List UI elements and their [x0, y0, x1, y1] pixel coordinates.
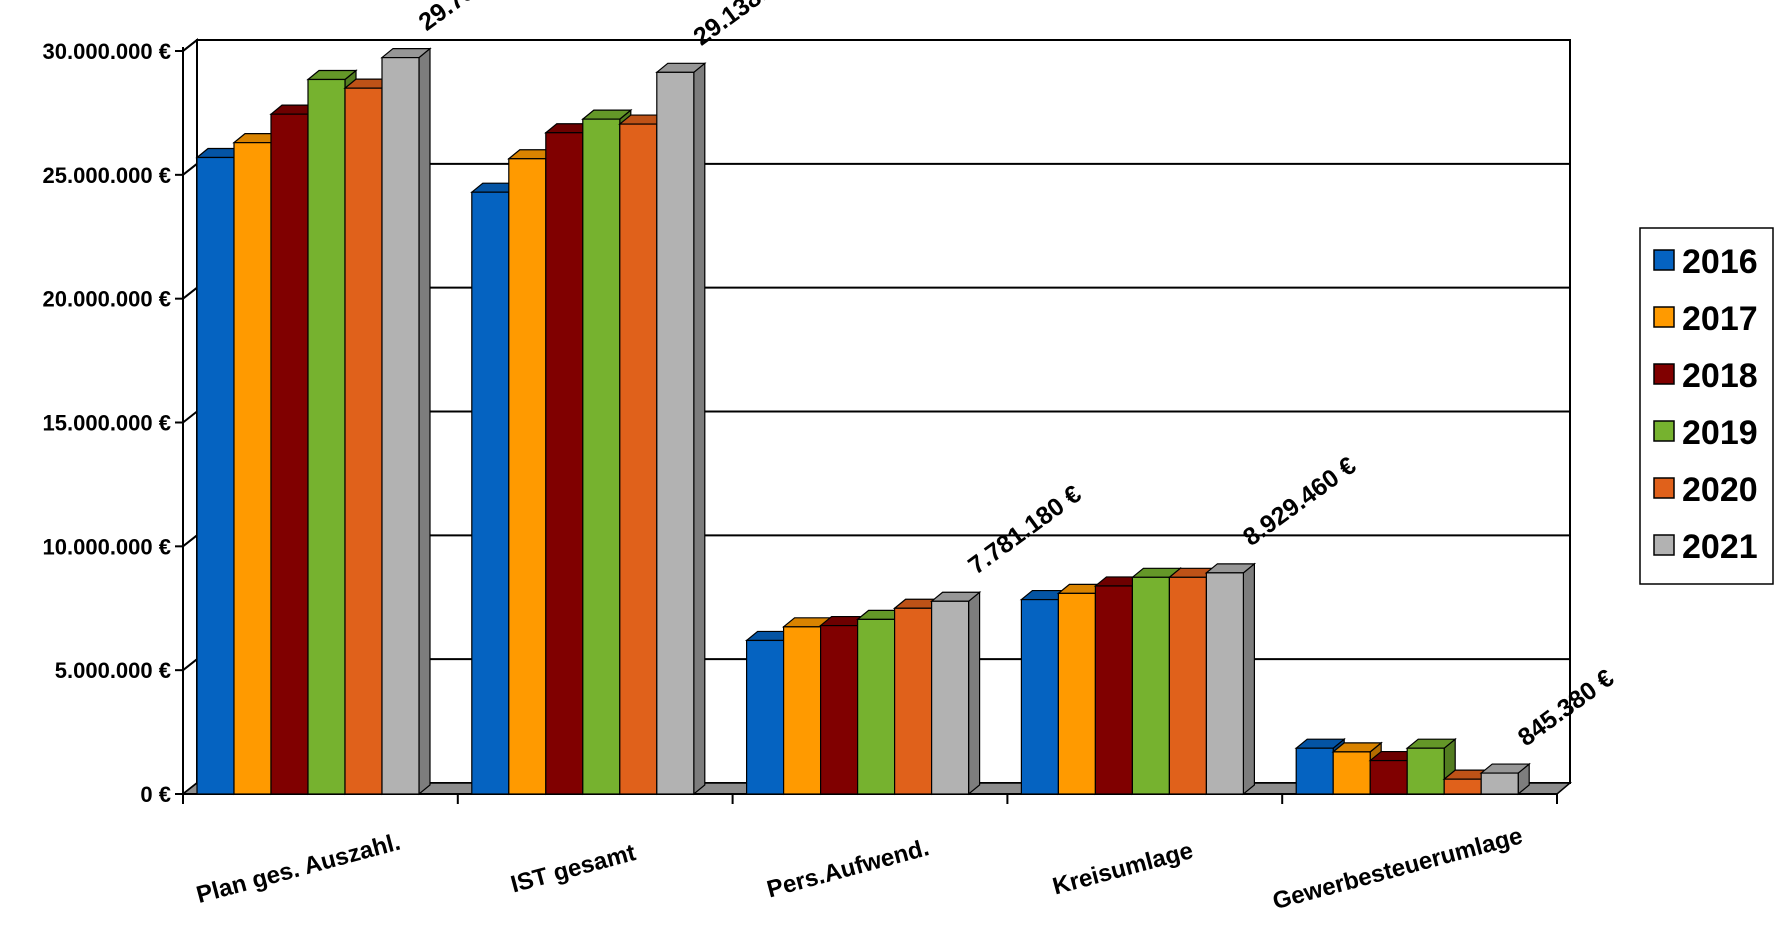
bar-front: [270, 113, 309, 795]
legend-label: 2020: [1682, 471, 1758, 509]
bar-front: [1057, 592, 1097, 795]
bar-front: [1168, 576, 1208, 795]
bar-front: [782, 626, 822, 795]
x-tick-label: Gewerbesteuerumlage: [1270, 822, 1526, 915]
x-tick-label: Plan ges. Auszahl.: [194, 829, 404, 909]
bar-front: [508, 158, 547, 795]
gridline-side: [182, 39, 198, 52]
y-tick-label: 15.000.000 €: [43, 411, 171, 436]
legend-item: 2020: [1653, 471, 1758, 509]
bar: [380, 47, 432, 796]
legend-swatch: [1653, 477, 1675, 499]
bar: [655, 62, 707, 796]
legend-label: 2021: [1682, 528, 1758, 566]
y-axis: 0 € 5.000.000 € 10.000.000 € 15.000.000 € 20…: [43, 39, 184, 807]
bar-front: [1332, 751, 1371, 795]
bar-side: [967, 591, 981, 796]
bar-front: [1020, 598, 1060, 795]
gridline-side: [182, 286, 198, 300]
bar-front: [1295, 747, 1334, 795]
legend-item: 2018: [1653, 357, 1758, 395]
bar-front: [1406, 747, 1445, 795]
bar-front: [656, 71, 695, 795]
gridline-side: [182, 163, 198, 176]
legend-item: 2019: [1653, 414, 1758, 452]
bar-front: [619, 123, 658, 795]
legend-swatch: [1653, 420, 1675, 442]
bar: [1204, 562, 1257, 796]
bar-front: [1131, 576, 1171, 795]
bar-front: [893, 607, 933, 795]
bar: [1479, 762, 1531, 796]
bar-front: [582, 118, 621, 795]
legend-item: 2021: [1653, 528, 1758, 566]
y-tick-label: 20.000.000 €: [43, 287, 171, 312]
legend-swatch: [1653, 306, 1675, 328]
bar-front: [196, 156, 235, 795]
legend-swatch: [1653, 363, 1675, 385]
bar-front: [344, 87, 383, 795]
bar-front: [819, 624, 859, 795]
bar-front: [1480, 772, 1519, 795]
bar-front: [1205, 572, 1245, 795]
legend-label: 2016: [1682, 243, 1758, 281]
bar-front: [1443, 778, 1482, 795]
legend-label: 2019: [1682, 414, 1758, 452]
bar-front: [1094, 585, 1134, 795]
bar-front: [856, 618, 896, 795]
bar-front: [233, 142, 272, 795]
legend-label: 2018: [1682, 357, 1758, 395]
legend: 2016 2017 2018 2019 2020 2021: [1639, 227, 1774, 585]
x-tick-label: Kreisumlage: [1050, 837, 1196, 900]
y-tick-label: 25.000.000 €: [43, 163, 171, 188]
y-tick-label: 30.000.000 €: [43, 39, 171, 64]
x-tick-label: IST gesamt: [508, 839, 639, 898]
y-tick-label: 0 €: [140, 782, 171, 807]
legend-swatch: [1653, 534, 1675, 556]
legend-box: [1639, 227, 1774, 585]
bar-front: [745, 639, 785, 795]
bars: [195, 47, 1531, 796]
bar-front: [930, 600, 970, 795]
bar-side: [418, 47, 431, 796]
bar-front: [471, 191, 510, 795]
bar-front: [307, 78, 346, 795]
x-axis: Plan ges. Auszahl. IST gesamt Pers.Aufwend…: [182, 793, 1558, 915]
x-tick-label: Pers.Aufwend.: [764, 834, 932, 903]
legend-item: 2016: [1653, 243, 1758, 281]
bar-front: [545, 132, 584, 795]
y-tick-label: 10.000.000 €: [43, 534, 171, 559]
bar-front: [1369, 759, 1408, 795]
bar-side: [1242, 562, 1256, 796]
gridline-side: [182, 658, 198, 671]
legend-item: 2017: [1653, 300, 1758, 338]
bar-front: [381, 56, 420, 795]
bar: [929, 591, 982, 796]
bar: [1405, 737, 1457, 796]
data-label: 29.733.700 €: [414, 0, 549, 36]
legend-label: 2017: [1682, 300, 1758, 338]
y-tick-label: 5.000.000 €: [55, 658, 171, 683]
legend-swatch: [1653, 249, 1675, 271]
bar-side: [693, 62, 706, 796]
gridline-side: [182, 410, 198, 424]
gridline-side: [182, 534, 198, 548]
